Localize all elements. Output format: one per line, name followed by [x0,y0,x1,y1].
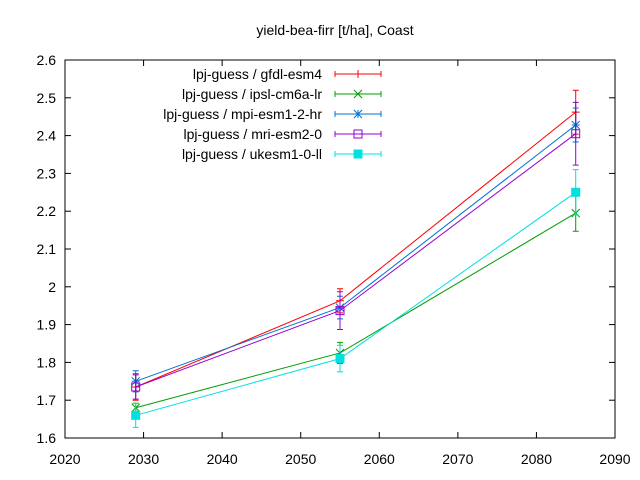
data-point [131,382,141,392]
legend-entry: lpj-guess / mpi-esm1-2-hr [163,106,382,122]
data-point [335,354,345,364]
legend-marker [353,89,363,99]
y-axis: 1.6 1.7 1.8 1.9 2 2.1 2.2 2.3 2.4 2.5 2.6 [37,52,615,446]
y-tick-label: 2.5 [37,90,57,106]
legend: lpj-guess / gfdl-esm4 lpj-guess / ipsl-cm… [163,66,382,162]
x-tick-label: 2050 [285,451,316,467]
legend-label: lpj-guess / gfdl-esm4 [193,66,322,82]
series-4 [131,101,581,400]
data-point [571,129,581,139]
series-2 [131,194,581,413]
series-layer [131,89,581,428]
y-tick-label: 2.1 [37,241,57,257]
series-line [135,124,577,382]
y-tick-label: 2.3 [37,165,57,181]
series-line [135,191,577,416]
legend-whisker [334,91,382,97]
data-point [131,410,141,420]
error-bar [572,101,579,166]
series-line [135,212,576,409]
chart-title: yield-bea-firr [t/ha], Coast [256,22,413,38]
plot-frame [64,59,616,439]
legend-marker [353,129,363,139]
x-tick-label: 2020 [49,451,80,467]
x-tick-label: 2030 [128,451,159,467]
y-tick-label: 1.7 [37,392,57,408]
legend-label: lpj-guess / mpi-esm1-2-hr [163,106,322,122]
legend-whisker [334,131,382,137]
legend-entry: lpj-guess / gfdl-esm4 [193,66,382,82]
error-bar [132,374,139,400]
legend-marker [354,70,362,78]
x-tick-label: 2060 [364,451,395,467]
series-5 [131,169,581,428]
x-tick-label: 2090 [599,451,630,467]
y-tick-label: 1.8 [37,354,57,370]
y-tick-label: 2 [48,279,56,295]
x-tick-label: 2070 [442,451,473,467]
legend-entry: lpj-guess / ukesm1-0-ll [182,146,382,162]
x-tick-label: 2040 [207,451,238,467]
legend-whisker [334,71,382,77]
y-tick-label: 2.6 [37,52,57,68]
legend-entry: lpj-guess / mri-esm2-0 [184,126,382,142]
legend-whisker [334,111,382,117]
legend-marker [353,149,363,159]
legend-label: lpj-guess / ukesm1-0-ll [182,146,322,162]
legend-label: lpj-guess / mri-esm2-0 [184,126,323,142]
y-tick-label: 2.2 [37,203,57,219]
data-point [335,306,345,316]
x-tick-label: 2080 [521,451,552,467]
legend-entry: lpj-guess / ipsl-cm6a-lr [182,86,382,102]
legend-marker [353,109,363,119]
x-axis: 2020 2030 2040 2050 2060 2070 2080 2090 [49,60,631,467]
series-line [135,133,577,388]
legend-label: lpj-guess / ipsl-cm6a-lr [182,86,322,102]
y-tick-label: 1.6 [37,430,57,446]
y-tick-label: 1.9 [37,317,57,333]
data-point [571,187,581,197]
y-tick-label: 2.4 [37,128,57,144]
legend-whisker [334,151,382,157]
error-bar [337,291,343,331]
